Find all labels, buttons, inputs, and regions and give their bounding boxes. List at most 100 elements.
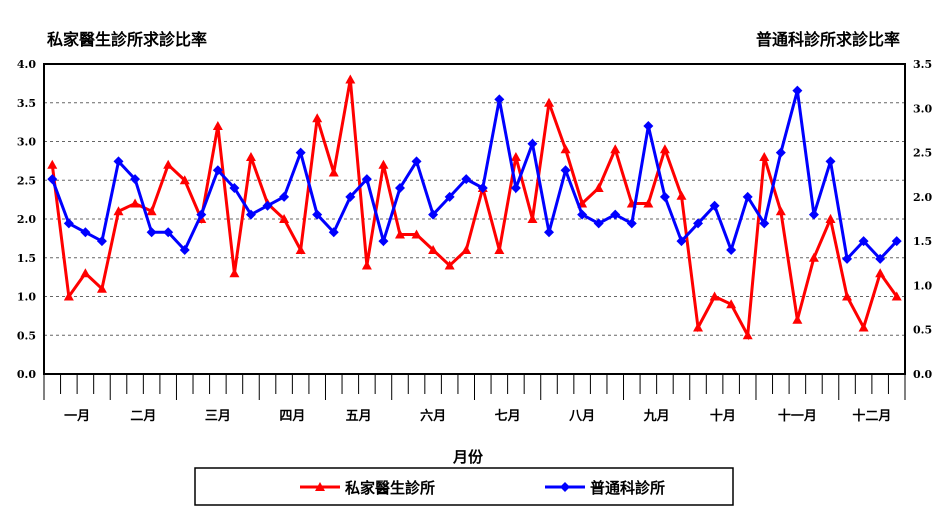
month-label: 六月	[420, 408, 446, 424]
month-label: 十一月	[778, 408, 817, 424]
data-point-diamond	[477, 183, 488, 193]
data-point-diamond	[279, 191, 290, 202]
data-point-triangle	[163, 159, 174, 169]
data-point-triangle	[96, 283, 107, 293]
data-point-diamond	[146, 227, 157, 238]
data-point-triangle	[461, 245, 472, 254]
data-point-diamond	[726, 245, 737, 255]
data-point-triangle	[693, 322, 704, 332]
data-point-diamond	[808, 209, 819, 220]
data-point-triangle	[676, 190, 687, 200]
legend-marker-triangle	[315, 482, 325, 491]
left-axis-title: 私家醫生診所求診比率	[47, 30, 208, 49]
right-tick-label: 0.5	[913, 324, 932, 337]
data-point-triangle	[808, 252, 819, 262]
data-point-triangle	[179, 175, 190, 185]
data-point-triangle	[858, 322, 869, 332]
data-point-triangle	[295, 245, 306, 254]
data-point-triangle	[444, 260, 455, 270]
month-label: 十月	[710, 408, 736, 424]
data-point-triangle	[659, 144, 670, 154]
data-point-triangle	[312, 113, 323, 123]
data-point-diamond	[113, 156, 124, 167]
right-tick-label: 1.0	[913, 279, 932, 292]
data-point-diamond	[643, 121, 654, 131]
month-label: 三月	[205, 409, 231, 424]
data-point-triangle	[792, 314, 803, 324]
data-point-diamond	[792, 85, 803, 96]
legend-marker-diamond	[560, 482, 570, 492]
data-point-diamond	[328, 227, 339, 238]
data-point-diamond	[577, 209, 588, 220]
data-point-triangle	[428, 245, 439, 254]
data-point-diamond	[560, 165, 571, 176]
data-point-diamond	[411, 156, 422, 167]
data-point-triangle	[113, 206, 124, 216]
left-tick-label: 4.0	[17, 58, 36, 71]
data-point-diamond	[494, 94, 505, 105]
right-tick-label: 1.5	[913, 235, 932, 248]
data-point-triangle	[345, 74, 356, 84]
left-tick-label: 0.5	[17, 329, 36, 342]
left-tick-label: 2.0	[17, 213, 36, 226]
x-axis-title: 月份	[452, 448, 484, 466]
data-point-triangle	[361, 260, 372, 270]
data-point-triangle	[560, 144, 571, 154]
data-point-triangle	[775, 206, 786, 216]
left-tick-label: 3.0	[17, 136, 36, 149]
data-point-diamond	[179, 245, 190, 255]
data-point-diamond	[262, 200, 273, 211]
data-point-triangle	[825, 214, 836, 223]
data-point-diamond	[775, 147, 786, 158]
data-point-diamond	[361, 174, 372, 185]
right-tick-label: 2.0	[913, 191, 932, 204]
data-point-diamond	[709, 200, 720, 211]
right-tick-label: 0.0	[913, 368, 932, 381]
data-point-diamond	[825, 156, 836, 167]
data-point-triangle	[494, 245, 505, 254]
data-point-triangle	[610, 144, 621, 154]
data-point-triangle	[527, 214, 538, 223]
left-tick-label: 2.5	[17, 174, 36, 187]
legend-box	[194, 467, 734, 506]
data-point-triangle	[80, 268, 91, 278]
data-point-diamond	[842, 253, 853, 264]
data-point-triangle	[279, 214, 290, 223]
data-point-diamond	[858, 236, 869, 247]
data-point-triangle	[759, 152, 770, 161]
data-point-triangle	[378, 159, 389, 169]
data-point-triangle	[47, 159, 58, 169]
data-point-diamond	[891, 236, 902, 247]
data-point-diamond	[693, 218, 704, 229]
data-point-diamond	[196, 209, 207, 220]
data-point-diamond	[759, 218, 770, 229]
data-point-diamond	[163, 227, 174, 238]
data-point-diamond	[394, 183, 405, 193]
data-point-diamond	[229, 183, 240, 193]
data-point-diamond	[659, 191, 670, 202]
data-point-triangle	[394, 229, 405, 239]
series-line-1	[50, 79, 898, 341]
month-label: 一月	[64, 409, 90, 424]
data-point-diamond	[527, 138, 538, 149]
data-point-diamond	[80, 227, 91, 238]
data-point-diamond	[96, 236, 107, 247]
legend-label: 私家醫生診所	[344, 479, 435, 497]
data-point-triangle	[212, 121, 223, 130]
data-point-triangle	[643, 198, 654, 208]
data-point-diamond	[510, 183, 521, 193]
data-point-triangle	[742, 330, 753, 340]
right-tick-label: 2.5	[913, 147, 932, 160]
month-label: 十二月	[852, 408, 891, 424]
data-point-diamond	[63, 218, 74, 229]
month-label: 五月	[346, 409, 372, 424]
data-point-diamond	[295, 147, 306, 158]
left-tick-label: 0.0	[17, 368, 36, 381]
data-point-diamond	[130, 174, 141, 185]
series-line-2	[50, 90, 898, 263]
data-point-triangle	[544, 97, 555, 107]
data-point-diamond	[212, 165, 223, 176]
data-point-diamond	[875, 253, 886, 264]
data-point-triangle	[726, 299, 737, 309]
data-point-diamond	[428, 209, 439, 220]
